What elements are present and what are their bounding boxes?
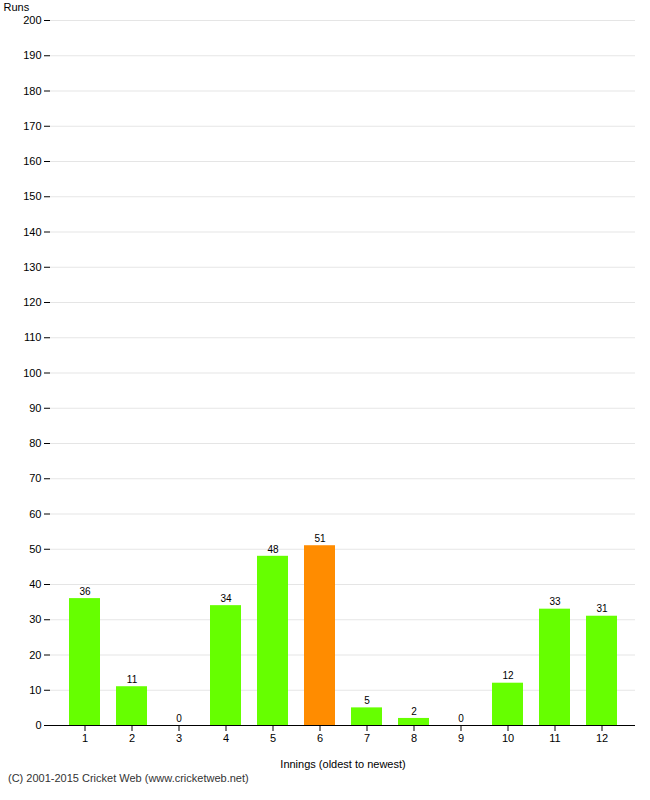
svg-text:170: 170 — [23, 120, 41, 132]
svg-text:3: 3 — [176, 732, 182, 744]
svg-text:0: 0 — [458, 713, 464, 724]
svg-text:150: 150 — [23, 190, 41, 202]
svg-text:48: 48 — [267, 544, 279, 555]
svg-text:100: 100 — [23, 367, 41, 379]
svg-text:2: 2 — [129, 732, 135, 744]
svg-text:4: 4 — [223, 732, 229, 744]
svg-text:0: 0 — [35, 719, 41, 731]
svg-text:6: 6 — [317, 732, 323, 744]
svg-text:200: 200 — [23, 14, 41, 26]
svg-text:36: 36 — [79, 586, 91, 597]
svg-text:10: 10 — [502, 732, 514, 744]
svg-text:Runs: Runs — [4, 1, 30, 13]
svg-text:5: 5 — [364, 695, 370, 706]
svg-text:60: 60 — [29, 508, 41, 520]
svg-text:20: 20 — [29, 649, 41, 661]
svg-text:2: 2 — [411, 706, 417, 717]
svg-text:11: 11 — [549, 732, 560, 744]
svg-text:5: 5 — [270, 732, 276, 744]
html-text:(C) 2001-2015 Cricket Web (www: (C) 2001-2015 Cricket Web (www.cricketwe… — [8, 772, 249, 784]
svg-text:1: 1 — [82, 732, 88, 744]
svg-text:10: 10 — [29, 684, 41, 696]
svg-text:120: 120 — [23, 296, 41, 308]
svg-text:140: 140 — [23, 226, 41, 238]
svg-text:12: 12 — [596, 732, 608, 744]
svg-text:Innings (oldest to newest): Innings (oldest to newest) — [280, 758, 405, 770]
svg-text:190: 190 — [23, 49, 41, 61]
svg-text:9: 9 — [458, 732, 464, 744]
svg-text:51: 51 — [314, 533, 326, 544]
svg-text:90: 90 — [29, 402, 41, 414]
svg-text:40: 40 — [29, 578, 41, 590]
svg-text:130: 130 — [23, 261, 41, 273]
svg-text:34: 34 — [220, 593, 232, 604]
svg-text:31: 31 — [596, 603, 608, 614]
svg-text:50: 50 — [29, 543, 41, 555]
svg-text:80: 80 — [29, 437, 41, 449]
svg-text:0: 0 — [176, 713, 182, 724]
svg-text:8: 8 — [411, 732, 417, 744]
svg-text:33: 33 — [549, 596, 561, 607]
svg-text:110: 110 — [24, 331, 42, 343]
svg-text:70: 70 — [29, 472, 41, 484]
svg-text:30: 30 — [29, 613, 41, 625]
svg-text:180: 180 — [23, 85, 41, 97]
svg-text:11: 11 — [127, 674, 138, 685]
svg-text:12: 12 — [502, 670, 514, 681]
svg-text:7: 7 — [364, 732, 370, 744]
svg-text:160: 160 — [23, 155, 41, 167]
